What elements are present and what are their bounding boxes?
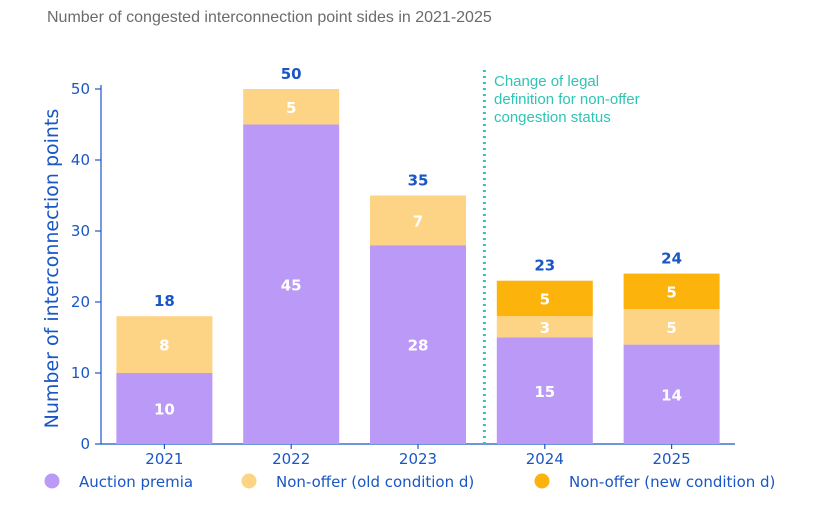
segment-value-label: 10 bbox=[154, 401, 175, 419]
y-tick-label: 10 bbox=[71, 364, 90, 382]
bar-segment bbox=[496, 316, 593, 338]
legend-label: Non-offer (new condition d) bbox=[569, 473, 775, 491]
segment-value-label: 5 bbox=[666, 319, 676, 337]
y-tick-label: 0 bbox=[80, 435, 90, 453]
annotation-text: congestion status bbox=[494, 109, 611, 126]
x-tick-label: 2024 bbox=[526, 450, 564, 468]
bar-segment bbox=[116, 316, 213, 373]
x-tick-label: 2021 bbox=[145, 450, 183, 468]
bar-segment bbox=[623, 309, 720, 345]
y-tick-label: 20 bbox=[71, 293, 90, 311]
x-tick-label: 2023 bbox=[399, 450, 437, 468]
segment-value-label: 5 bbox=[540, 290, 550, 308]
bar-total-label: 35 bbox=[408, 172, 429, 190]
x-tick-label: 2025 bbox=[653, 450, 691, 468]
y-tick-label: 50 bbox=[71, 80, 90, 98]
bar-segment bbox=[243, 124, 340, 444]
segment-value-label: 3 bbox=[540, 319, 550, 337]
bar-segment bbox=[623, 344, 720, 444]
legend-label: Auction premia bbox=[79, 473, 193, 491]
legend-marker bbox=[241, 473, 257, 489]
legend-marker bbox=[534, 473, 550, 489]
legend-label: Non-offer (old condition d) bbox=[276, 473, 474, 491]
bar-segment bbox=[116, 373, 213, 444]
segment-value-label: 7 bbox=[413, 212, 423, 230]
annotation-text: definition for non-offer bbox=[494, 91, 640, 108]
segment-value-label: 8 bbox=[159, 337, 169, 355]
bar-segment bbox=[370, 245, 466, 444]
segment-value-label: 14 bbox=[661, 386, 682, 404]
x-tick-label: 2022 bbox=[272, 450, 310, 468]
bar-segment bbox=[496, 337, 593, 444]
y-tick-label: 40 bbox=[71, 151, 90, 169]
segment-value-label: 45 bbox=[281, 276, 302, 294]
bar-total-label: 50 bbox=[281, 65, 302, 83]
bar-segment bbox=[243, 89, 340, 125]
bar-total-label: 18 bbox=[154, 292, 175, 310]
y-axis-title: Number of interconnection points bbox=[41, 109, 63, 429]
bar-total-label: 24 bbox=[661, 250, 682, 268]
segment-value-label: 15 bbox=[534, 383, 555, 401]
legend-marker bbox=[44, 473, 60, 489]
segment-value-label: 5 bbox=[286, 99, 296, 117]
bar-total-label: 23 bbox=[534, 257, 555, 275]
bar-segment bbox=[370, 195, 466, 246]
segment-value-label: 5 bbox=[666, 283, 676, 301]
chart-title: Number of congested interconnection poin… bbox=[47, 9, 492, 26]
segment-value-label: 28 bbox=[408, 337, 429, 355]
bar-segment bbox=[623, 273, 720, 310]
bar-segment bbox=[496, 280, 593, 317]
annotation-text: Change of legal bbox=[494, 73, 599, 90]
y-tick-label: 30 bbox=[71, 222, 90, 240]
